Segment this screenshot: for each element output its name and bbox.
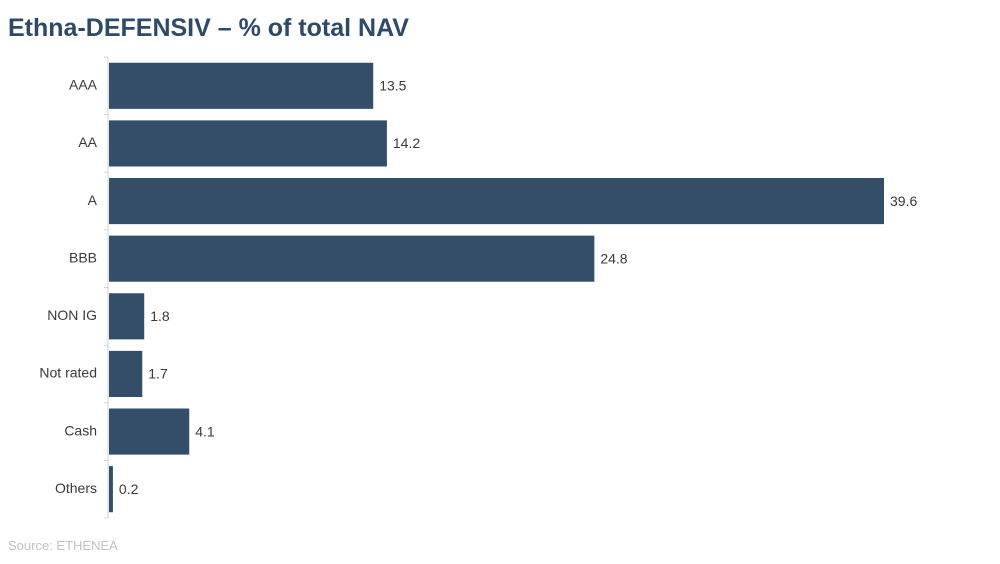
bar-a <box>109 178 884 225</box>
category-label: Cash <box>64 422 97 438</box>
value-label: 0.2 <box>119 481 139 497</box>
value-label: 13.5 <box>379 78 406 94</box>
bar-non-ig <box>109 293 145 340</box>
chart-title: Ethna-DEFENSIV – % of total NAV <box>8 14 409 42</box>
bar-series <box>109 62 884 513</box>
bar-cash <box>109 408 190 455</box>
bar-aaa <box>109 62 374 109</box>
category-label: AAA <box>69 77 98 93</box>
bar-others <box>109 466 113 513</box>
value-labels: 13.5 14.2 39.6 24.8 1.8 1.7 4.1 0.2 <box>119 78 918 497</box>
category-label: Others <box>55 480 97 496</box>
category-label: Not rated <box>39 365 97 381</box>
bar-aa <box>109 120 387 167</box>
value-label: 24.8 <box>600 250 627 266</box>
value-label: 1.8 <box>150 308 170 324</box>
y-axis-ticks <box>104 56 108 519</box>
category-label: BBB <box>69 249 97 265</box>
bar-not-rated <box>109 350 143 397</box>
category-label: NON IG <box>47 307 97 323</box>
bar-bbb <box>109 235 595 282</box>
value-label: 14.2 <box>393 135 420 151</box>
category-label: AA <box>78 134 97 150</box>
value-label: 4.1 <box>195 423 215 439</box>
source-note: Source: ETHENEA <box>8 538 118 553</box>
value-label: 1.7 <box>148 366 168 382</box>
category-label: A <box>88 192 98 208</box>
value-label: 39.6 <box>890 193 917 209</box>
